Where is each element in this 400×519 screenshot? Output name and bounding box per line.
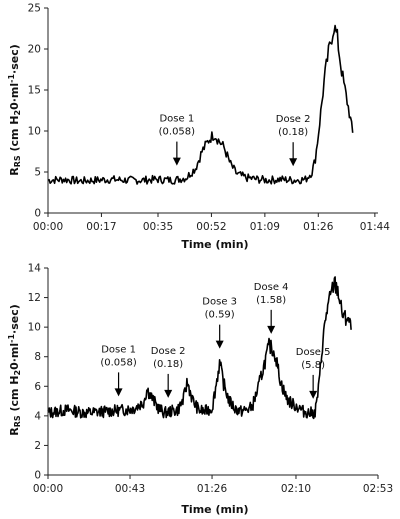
y-tick-label: 12 xyxy=(28,292,41,304)
dose-value: (0.18) xyxy=(278,127,308,138)
x-tick-label: 01:26 xyxy=(303,221,334,233)
dose-label: Dose 1 xyxy=(159,114,194,125)
dose-value: (0.59) xyxy=(205,310,235,321)
bottom-axes xyxy=(47,268,378,476)
bottom-series-line xyxy=(47,276,352,420)
bottom-y-ticks: 0 2 4 6 8 10 12 14 xyxy=(28,263,48,482)
x-tick-label: 01:44 xyxy=(360,221,391,233)
dose-label: Dose 4 xyxy=(254,282,289,293)
y-tick-label: 5 xyxy=(34,167,41,179)
dose-value: (0.18) xyxy=(153,359,183,370)
y-tick-label: 6 xyxy=(34,381,41,393)
y-tick-label: 8 xyxy=(34,351,41,363)
dose-arrow-head xyxy=(172,157,181,166)
y-tick-label: 15 xyxy=(28,85,41,97)
dose-arrow-head xyxy=(164,389,173,398)
dose-arrow-head xyxy=(289,158,298,167)
y-tick-label: 0 xyxy=(34,470,41,482)
top-x-axis-label: Time (min) xyxy=(181,238,248,251)
x-tick-label: 00:00 xyxy=(33,483,63,495)
bottom-x-axis-label: Time (min) xyxy=(181,503,248,516)
dose-value: (0.058) xyxy=(100,357,137,368)
x-tick-label: 00:43 xyxy=(115,483,145,495)
x-tick-label: 01:09 xyxy=(250,221,280,233)
top-axes xyxy=(47,8,378,214)
x-tick-label: 00:52 xyxy=(196,221,226,233)
bottom-annotations: Dose 1 (0.058) Dose 2 (0.18) Dose 3 (0.59) Dos… xyxy=(100,282,331,399)
y-tick-label: 4 xyxy=(34,410,41,422)
bottom-x-ticks: 00:00 00:43 01:26 02:10 02:53 xyxy=(33,475,393,495)
y-tick-label: 20 xyxy=(28,44,41,56)
top-chart: 0 5 10 15 20 25 00:00 00:17 00:35 00:52 01:09 01:2… xyxy=(7,3,390,252)
x-tick-label: 02:10 xyxy=(281,483,311,495)
dose-label: Dose 2 xyxy=(276,114,311,125)
top-y-axis-label: RRS (cm H20·ml-1·sec) xyxy=(7,44,22,176)
top-series-line xyxy=(47,24,354,185)
dose-value: (1.58) xyxy=(256,295,286,306)
top-x-ticks: 00:00 00:17 00:35 00:52 01:09 01:26 01:44 xyxy=(33,213,390,233)
dose-label: Dose 3 xyxy=(202,297,237,308)
x-tick-label: 00:17 xyxy=(86,221,116,233)
dose-value: (0.058) xyxy=(159,127,196,138)
y-tick-label: 0 xyxy=(34,208,41,220)
dose-label: Dose 2 xyxy=(151,346,186,357)
dose-label: Dose 1 xyxy=(101,344,136,355)
y-tick-label: 25 xyxy=(28,3,41,15)
x-tick-label: 01:26 xyxy=(197,483,228,495)
dose-arrow-head xyxy=(114,388,123,397)
dose-arrow-head xyxy=(215,340,224,349)
dose-arrow-head xyxy=(309,390,318,399)
x-tick-label: 02:53 xyxy=(363,483,393,495)
x-tick-label: 00:00 xyxy=(33,221,63,233)
y-tick-label: 14 xyxy=(28,263,42,275)
y-tick-label: 2 xyxy=(34,440,41,452)
top-annotations: Dose 1 (0.058) Dose 2 (0.18) xyxy=(159,114,311,167)
bottom-y-axis-label: RRS (cm H20·ml-1·sec) xyxy=(7,304,22,436)
top-y-ticks: 0 5 10 15 20 25 xyxy=(28,3,48,220)
dose-arrow-head xyxy=(267,325,276,334)
x-tick-label: 00:35 xyxy=(143,221,173,233)
y-tick-label: 10 xyxy=(28,126,41,138)
dose-value: (5.8) xyxy=(301,360,325,371)
bottom-chart: 0 2 4 6 8 10 12 14 00:00 00:43 01:26 02:10 02:53 Do… xyxy=(7,263,393,517)
dose-label: Dose 5 xyxy=(296,347,331,358)
y-tick-label: 10 xyxy=(28,322,41,334)
